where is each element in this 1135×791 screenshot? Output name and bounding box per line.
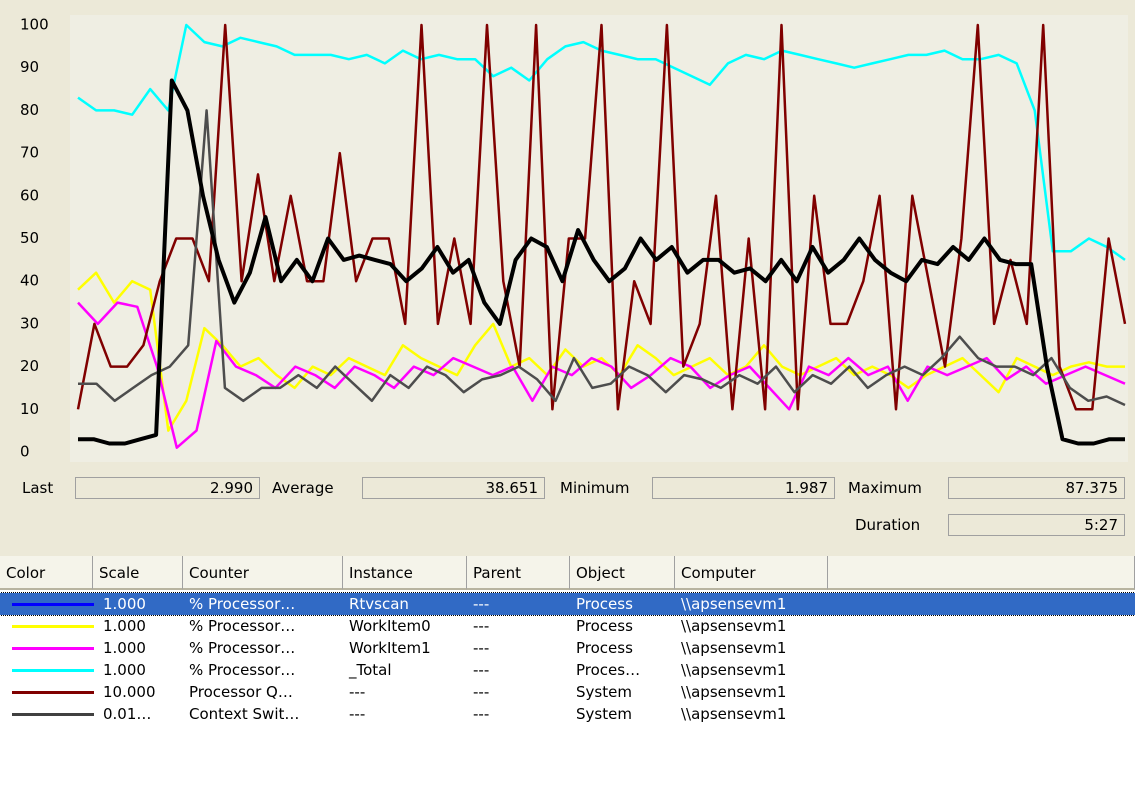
y-tick-label: 90 <box>20 58 39 76</box>
y-tick-label: 80 <box>20 101 39 119</box>
column-header[interactable]: Computer <box>675 556 828 590</box>
column-header[interactable]: Instance <box>343 556 467 590</box>
table-cell: \\apsensevm1 <box>681 683 787 701</box>
stat-value: 2.990 <box>75 477 260 499</box>
y-tick-label: 60 <box>20 186 39 204</box>
y-tick-label: 0 <box>20 443 30 461</box>
table-cell: % Processor… <box>189 595 296 613</box>
y-tick-label: 70 <box>20 144 39 162</box>
table-row[interactable]: 1.000 % Processor… WorkItem1 --- Process \\ap… <box>0 637 1135 659</box>
y-tick-label: 50 <box>20 229 39 247</box>
table-cell: % Processor… <box>189 617 296 635</box>
table-cell: Process <box>576 617 633 635</box>
table-cell: Processor Q… <box>189 683 293 701</box>
color-swatch <box>12 669 94 672</box>
table-cell: --- <box>473 595 490 613</box>
table-cell: % Processor… <box>189 639 296 657</box>
column-header-filler <box>828 556 1135 590</box>
table-row[interactable]: 1.000 % Processor… _Total --- Proces… \\apsen… <box>0 659 1135 681</box>
table-cell: 0.01… <box>103 705 152 723</box>
chart: 0 10 20 30 40 50 60 70 80 90 100 <box>20 15 1128 462</box>
table-cell: --- <box>473 683 490 701</box>
stat-value: 38.651 <box>362 477 545 499</box>
table-cell: WorkItem1 <box>349 639 431 657</box>
table-cell: Process <box>576 595 633 613</box>
color-swatch <box>12 713 94 716</box>
color-swatch <box>12 691 94 694</box>
table-cell: Process <box>576 639 633 657</box>
stat-label: Average <box>272 479 334 497</box>
table-cell: 1.000 <box>103 639 146 657</box>
table-cell: Proces… <box>576 661 641 679</box>
stat-label: Duration <box>855 516 921 534</box>
table-cell: \\apsensevm1 <box>681 617 787 635</box>
color-swatch <box>12 647 94 650</box>
stat-value: 87.375 <box>948 477 1125 499</box>
table-cell: \\apsensevm1 <box>681 661 787 679</box>
table-row[interactable]: 1.000 % Processor… Rtvscan --- Process \\apse… <box>0 592 1135 616</box>
table-row[interactable]: 10.000 Processor Q… --- --- System \\apsensev… <box>0 681 1135 703</box>
color-swatch <box>12 603 94 606</box>
table-cell: 10.000 <box>103 683 156 701</box>
table-cell: \\apsensevm1 <box>681 705 787 723</box>
table-cell: WorkItem0 <box>349 617 431 635</box>
y-tick-label: 10 <box>20 400 39 418</box>
column-header[interactable]: Counter <box>183 556 343 590</box>
column-header[interactable]: Object <box>570 556 675 590</box>
table-row[interactable]: 1.000 % Processor… WorkItem0 --- Process \\ap… <box>0 615 1135 637</box>
table-cell: % Processor… <box>189 661 296 679</box>
table-cell: --- <box>473 617 490 635</box>
table-row[interactable]: 0.01… Context Swit… --- --- System \\apsensev… <box>0 703 1135 725</box>
column-header[interactable]: Parent <box>467 556 570 590</box>
table-cell: --- <box>473 705 490 723</box>
series-line <box>78 78 1125 446</box>
table-cell: 1.000 <box>103 595 146 613</box>
table-cell: --- <box>473 661 490 679</box>
table-cell: --- <box>349 683 366 701</box>
table-cell: System <box>576 705 632 723</box>
series-line <box>78 109 1126 407</box>
table-cell: Rtvscan <box>349 595 409 613</box>
y-tick-label: 100 <box>20 16 49 34</box>
table-cell: \\apsensevm1 <box>681 639 787 657</box>
series-line <box>77 301 1126 449</box>
column-header[interactable]: Color <box>0 556 93 590</box>
table-cell: 1.000 <box>103 617 146 635</box>
table-cell: Context Swit… <box>189 705 300 723</box>
table-body <box>0 590 1135 791</box>
series-line <box>77 271 1125 432</box>
column-header[interactable]: Scale <box>93 556 183 590</box>
stat-value: 5:27 <box>948 514 1125 536</box>
series-line <box>76 23 1127 411</box>
y-tick-label: 20 <box>20 357 39 375</box>
table-cell: 1.000 <box>103 661 146 679</box>
y-tick-label: 30 <box>20 314 39 332</box>
table-cell: --- <box>349 705 366 723</box>
table-cell: _Total <box>349 661 392 679</box>
stat-value: 1.987 <box>652 477 835 499</box>
y-tick-label: 40 <box>20 272 39 290</box>
counter-table: Color Scale Counter Instance Parent Object Com… <box>0 556 1135 791</box>
color-swatch <box>12 625 94 628</box>
table-cell: --- <box>473 639 490 657</box>
stat-label: Minimum <box>560 479 630 497</box>
stat-label: Last <box>22 479 54 497</box>
stat-label: Maximum <box>848 479 922 497</box>
table-cell: System <box>576 683 632 701</box>
table-cell: \\apsensevm1 <box>681 595 787 613</box>
